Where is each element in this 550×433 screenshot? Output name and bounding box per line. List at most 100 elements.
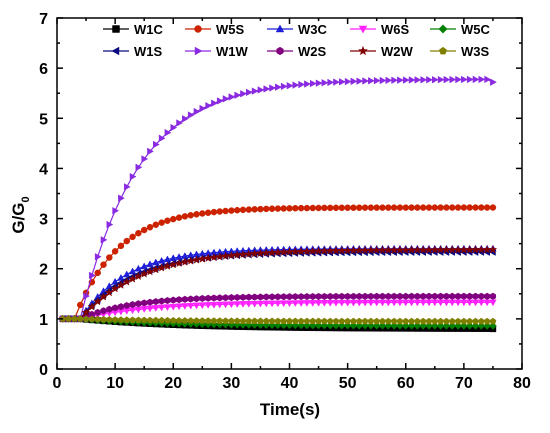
data-point bbox=[186, 302, 195, 310]
data-point bbox=[390, 204, 398, 211]
data-point bbox=[205, 102, 213, 110]
data-point bbox=[384, 317, 392, 325]
data-point bbox=[489, 292, 497, 300]
data-point bbox=[221, 301, 230, 309]
data-point bbox=[460, 317, 468, 325]
legend-item-w3s: W3S bbox=[430, 44, 490, 59]
data-point bbox=[432, 75, 439, 84]
data-point bbox=[390, 317, 398, 325]
data-point bbox=[327, 78, 335, 87]
y-tick-label: 6 bbox=[39, 61, 48, 78]
data-point bbox=[419, 317, 427, 325]
data-point bbox=[257, 86, 265, 94]
data-point bbox=[275, 83, 282, 91]
data-point bbox=[216, 294, 223, 302]
data-point bbox=[163, 261, 172, 270]
data-point bbox=[332, 204, 340, 211]
series-w2s bbox=[59, 292, 497, 323]
data-point bbox=[175, 296, 183, 304]
data-point bbox=[105, 316, 113, 323]
data-point bbox=[168, 260, 178, 269]
y-axis-title-main: G/G bbox=[9, 202, 28, 233]
data-point bbox=[454, 317, 462, 325]
data-point bbox=[455, 75, 463, 84]
data-point bbox=[338, 299, 346, 307]
legend-label: W6S bbox=[381, 22, 410, 37]
data-point bbox=[129, 172, 137, 181]
legend-marker bbox=[438, 24, 448, 34]
data-point bbox=[174, 258, 184, 268]
data-point bbox=[65, 315, 73, 322]
data-point bbox=[123, 183, 131, 191]
data-point bbox=[245, 293, 252, 301]
data-point bbox=[326, 299, 334, 307]
data-point bbox=[448, 204, 456, 211]
data-point bbox=[233, 207, 241, 214]
data-point bbox=[350, 317, 357, 325]
data-point bbox=[344, 317, 352, 325]
data-point bbox=[106, 305, 113, 313]
data-point bbox=[134, 316, 142, 324]
legend-marker bbox=[276, 46, 284, 56]
data-point bbox=[297, 204, 305, 212]
data-point bbox=[93, 297, 103, 306]
data-point bbox=[350, 77, 358, 86]
data-point bbox=[367, 292, 374, 300]
y-tick-label: 5 bbox=[39, 111, 48, 128]
data-point bbox=[349, 299, 358, 307]
data-point bbox=[216, 301, 224, 309]
data-point bbox=[326, 204, 334, 212]
data-point bbox=[176, 119, 184, 127]
y-axis-title-subscript: 0 bbox=[20, 196, 32, 202]
data-point bbox=[402, 292, 409, 300]
data-point bbox=[210, 317, 218, 324]
data-point bbox=[216, 208, 224, 215]
data-point bbox=[355, 204, 363, 211]
data-point bbox=[123, 316, 131, 323]
data-point bbox=[146, 224, 154, 231]
data-point bbox=[251, 293, 258, 301]
x-tick-label: 30 bbox=[222, 375, 240, 392]
data-point bbox=[139, 269, 149, 278]
data-point bbox=[320, 317, 328, 325]
data-point bbox=[368, 77, 375, 85]
data-point bbox=[297, 317, 305, 325]
legend-item-w5c: W5C bbox=[430, 22, 491, 37]
data-point bbox=[483, 204, 491, 211]
data-point bbox=[309, 300, 317, 307]
data-point bbox=[256, 300, 265, 308]
legend-item-w1s: W1S bbox=[103, 44, 163, 59]
data-point bbox=[187, 295, 194, 303]
data-point bbox=[309, 317, 317, 325]
data-point bbox=[332, 317, 340, 325]
data-point bbox=[112, 304, 119, 312]
data-point bbox=[129, 301, 136, 309]
data-point bbox=[140, 226, 148, 234]
data-point bbox=[390, 299, 398, 307]
data-point bbox=[292, 205, 299, 212]
data-point bbox=[384, 299, 393, 307]
data-point bbox=[100, 261, 107, 268]
data-point bbox=[361, 292, 369, 300]
data-point bbox=[292, 81, 300, 89]
data-point bbox=[333, 78, 340, 86]
data-point bbox=[222, 317, 229, 324]
data-point bbox=[89, 271, 96, 280]
legend-item-w2s: W2S bbox=[267, 44, 327, 59]
data-point bbox=[274, 293, 281, 301]
data-point bbox=[466, 317, 474, 325]
data-point bbox=[110, 284, 120, 293]
data-point bbox=[361, 204, 369, 211]
data-point bbox=[274, 317, 282, 325]
data-point bbox=[181, 303, 189, 310]
data-point bbox=[362, 77, 370, 85]
x-tick-label: 0 bbox=[53, 375, 62, 392]
data-point bbox=[76, 315, 84, 322]
data-point bbox=[431, 204, 439, 211]
data-point bbox=[286, 81, 294, 90]
legend-item-w1c: W1C bbox=[103, 22, 164, 37]
data-point bbox=[175, 303, 183, 311]
data-point bbox=[414, 76, 422, 84]
data-point bbox=[356, 77, 364, 85]
series-w1w bbox=[60, 75, 497, 323]
